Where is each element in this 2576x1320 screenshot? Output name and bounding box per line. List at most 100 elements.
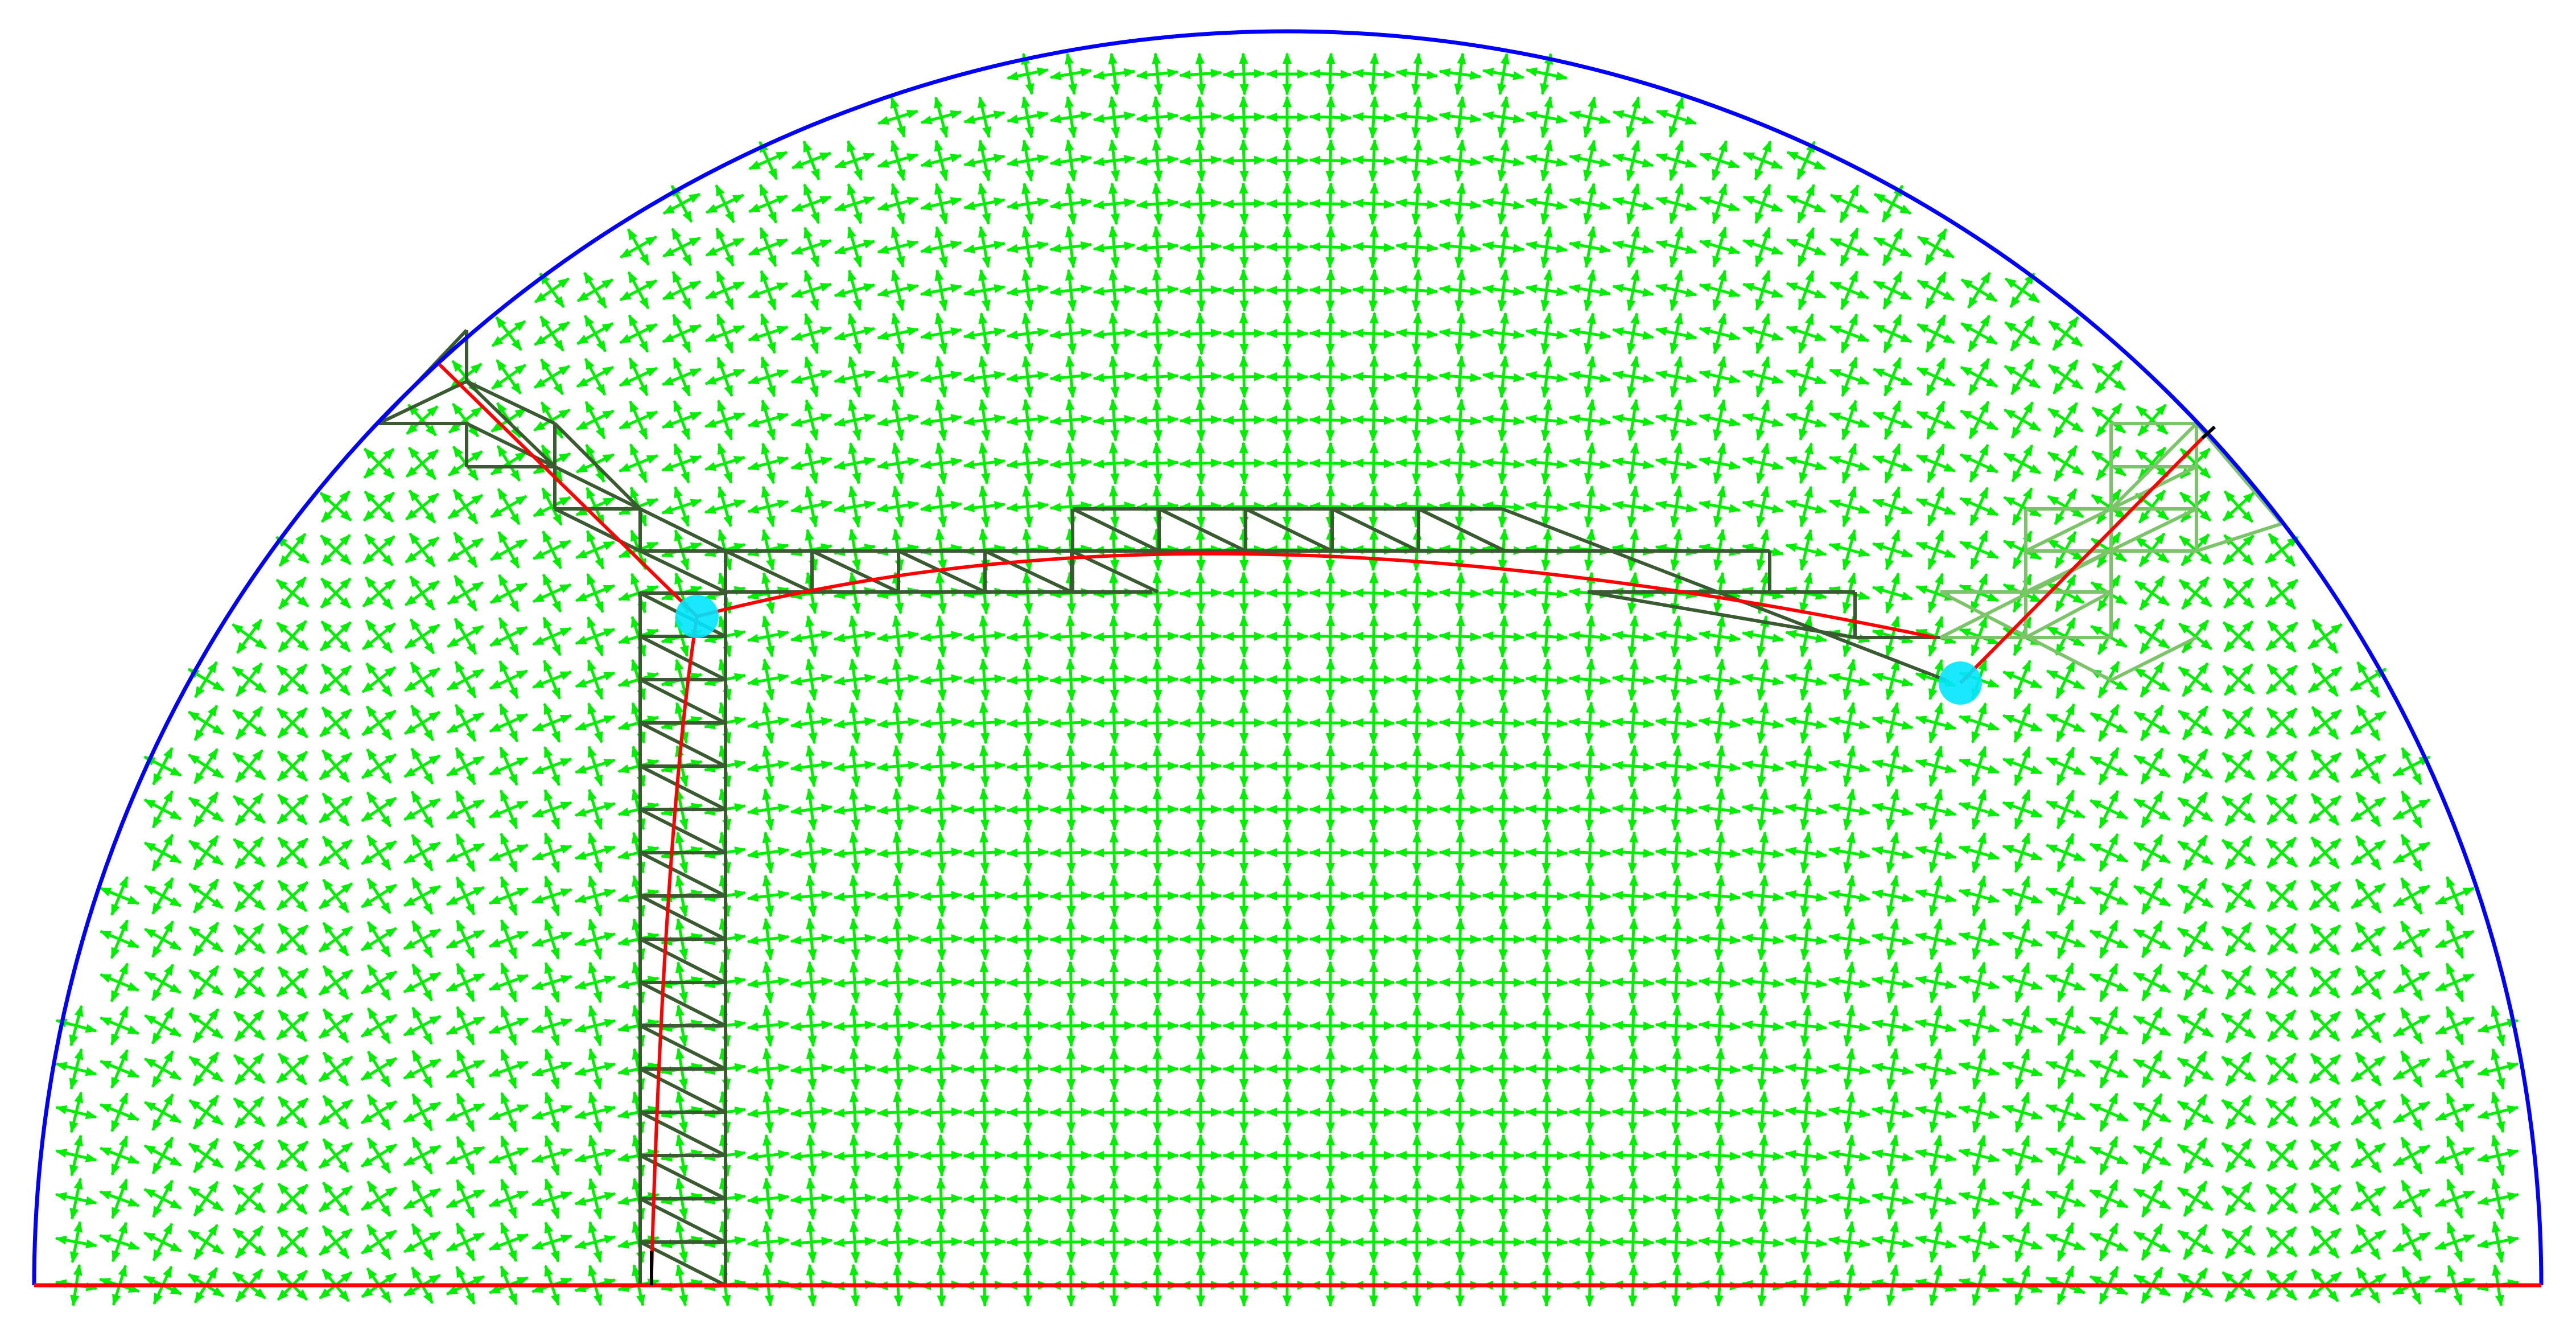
arrow-west <box>1093 416 1115 426</box>
arrow-north <box>1543 571 1552 594</box>
arrow-north <box>849 1177 859 1199</box>
arrow-north <box>1586 615 1596 637</box>
arrow-east <box>1157 285 1179 294</box>
arrow-south <box>1671 1198 1681 1220</box>
arrow-east <box>1416 330 1439 339</box>
arrow-east <box>897 1194 920 1203</box>
arrow-north <box>1065 442 1075 464</box>
arrow-east <box>1762 1022 1784 1031</box>
arrow-east <box>941 717 963 727</box>
arrow-south <box>1628 982 1638 1004</box>
arrow-west <box>1179 286 1201 295</box>
arrow-west <box>1655 1237 1677 1247</box>
arrow-south <box>1412 722 1421 745</box>
arrow-south <box>1585 1025 1594 1047</box>
arrow-west <box>1006 762 1028 771</box>
arrow-north <box>1108 398 1118 421</box>
arrow-east <box>1719 1195 1741 1204</box>
arrow-west <box>1655 847 1677 857</box>
arrow-south <box>1153 679 1163 701</box>
arrow-south <box>1411 73 1421 96</box>
arrow-north <box>1022 528 1032 550</box>
arrow-west <box>1222 242 1244 252</box>
arrow-east <box>1114 718 1136 727</box>
arrow-west <box>833 1065 855 1075</box>
arrow-north <box>806 961 815 983</box>
arrow-south <box>1067 593 1077 615</box>
arrow-south <box>1585 809 1594 831</box>
arrow-west <box>963 719 985 729</box>
arrow-east <box>1460 632 1482 642</box>
arrow-west <box>1525 631 1547 640</box>
arrow-south <box>980 679 990 701</box>
arrow-west <box>1049 935 1071 944</box>
arrow-east <box>1719 892 1741 902</box>
arrow-south <box>1369 593 1378 615</box>
arrow-east <box>1200 242 1222 252</box>
arrow-south <box>1714 1068 1724 1091</box>
arrow-east <box>941 631 963 640</box>
arrow-south <box>1454 420 1464 442</box>
arrow-south <box>1714 1241 1724 1264</box>
arrow-west <box>1741 1150 1763 1159</box>
arrow-south <box>1584 549 1594 571</box>
arrow-south <box>1024 506 1033 528</box>
arrow-south <box>1542 722 1551 745</box>
arrow-south <box>980 1155 990 1177</box>
arrow-east <box>897 934 920 943</box>
arrow-east <box>941 977 963 987</box>
arrow-west <box>1439 328 1461 338</box>
arrow-east <box>1719 1238 1741 1248</box>
arrow-north <box>1543 442 1552 464</box>
arrow-north <box>1716 788 1725 810</box>
arrow-west <box>1741 1107 1763 1116</box>
arrow-east <box>984 717 1006 727</box>
arrow-south <box>851 1068 860 1091</box>
arrow-north <box>892 918 902 940</box>
arrow-south <box>1541 463 1551 485</box>
arrow-south <box>1369 246 1378 269</box>
arrow-east <box>1157 372 1179 381</box>
arrow-north <box>1672 1134 1681 1156</box>
arrow-south <box>1110 722 1119 745</box>
arrow-west <box>1611 760 1634 770</box>
arrow-west <box>1525 761 1547 771</box>
arrow-west <box>1179 242 1201 252</box>
arrow-east <box>1157 328 1179 338</box>
arrow-west <box>1352 112 1374 121</box>
arrow-south <box>937 1198 946 1220</box>
arrow-south <box>980 766 990 788</box>
arrow-west <box>920 891 942 901</box>
arrow-west <box>1611 1237 1634 1247</box>
arrow-west <box>833 892 855 902</box>
arrow-north <box>1152 355 1161 377</box>
arrow-east <box>1157 112 1179 121</box>
arrow-east <box>1762 1065 1784 1075</box>
arrow-north <box>1023 1264 1032 1286</box>
arrow-south <box>1454 376 1464 398</box>
arrow-east <box>1157 458 1179 468</box>
arrow-north <box>1326 398 1336 421</box>
arrow-east <box>1373 416 1395 425</box>
arrow-west <box>963 1237 985 1247</box>
arrow-south <box>1197 160 1206 182</box>
arrow-west <box>876 849 898 858</box>
arrow-south <box>1585 1155 1594 1177</box>
arrow-north <box>1456 745 1465 767</box>
arrow-west <box>1655 1064 1677 1074</box>
arrow-south <box>1412 593 1421 615</box>
arrow-west <box>1049 416 1071 426</box>
arrow-west <box>876 805 898 815</box>
arrow-south <box>1454 463 1464 485</box>
arrow-west <box>833 1108 855 1118</box>
arrow-south <box>1369 722 1378 745</box>
arrow-west <box>1568 1021 1590 1030</box>
arrow-north <box>1672 1264 1681 1286</box>
arrow-west <box>1568 1064 1590 1074</box>
arrow-north <box>1586 745 1596 767</box>
arrow-east <box>1589 719 1611 729</box>
arrow-south <box>1197 73 1206 96</box>
arrow-south <box>1584 722 1594 745</box>
arrow-north <box>1239 312 1248 334</box>
arrow-west <box>1698 847 1720 857</box>
